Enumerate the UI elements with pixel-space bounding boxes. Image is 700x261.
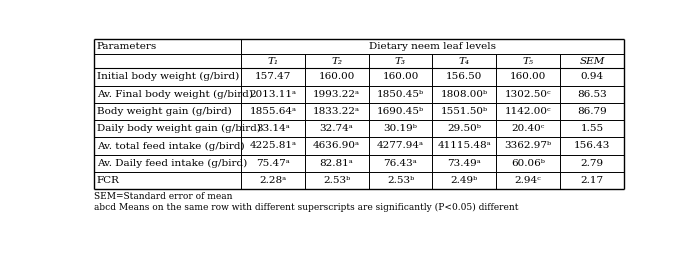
- Text: Av. total feed intake (g/bird): Av. total feed intake (g/bird): [97, 141, 244, 151]
- Text: 86.79: 86.79: [577, 107, 607, 116]
- Text: T₃: T₃: [395, 57, 406, 66]
- Text: FCR: FCR: [97, 176, 120, 185]
- Text: 0.94: 0.94: [580, 72, 603, 81]
- Text: 1855.64ᵃ: 1855.64ᵃ: [249, 107, 296, 116]
- Text: Av. Daily feed intake (g/bird): Av. Daily feed intake (g/bird): [97, 159, 247, 168]
- Text: Av. Final body weight (g/bird): Av. Final body weight (g/bird): [97, 90, 253, 99]
- Text: 20.40ᶜ: 20.40ᶜ: [512, 124, 545, 133]
- Text: SEM=Standard error of mean: SEM=Standard error of mean: [94, 192, 232, 201]
- Text: T₄: T₄: [458, 57, 470, 66]
- Text: 156.43: 156.43: [574, 141, 610, 151]
- Text: 76.43ᵃ: 76.43ᵃ: [384, 159, 417, 168]
- Text: 29.50ᵇ: 29.50ᵇ: [447, 124, 481, 133]
- Text: 4277.94ᵃ: 4277.94ᵃ: [377, 141, 424, 151]
- Text: SEM: SEM: [579, 57, 605, 66]
- Text: 86.53: 86.53: [577, 90, 607, 99]
- Text: 2.49ᵇ: 2.49ᵇ: [451, 176, 478, 185]
- Text: 2013.11ᵃ: 2013.11ᵃ: [249, 90, 296, 99]
- Text: 41115.48ᵃ: 41115.48ᵃ: [438, 141, 491, 151]
- Text: 160.00: 160.00: [318, 72, 355, 81]
- Text: T₂: T₂: [331, 57, 342, 66]
- Text: 75.47ᵃ: 75.47ᵃ: [256, 159, 290, 168]
- Text: 1302.50ᶜ: 1302.50ᶜ: [505, 90, 552, 99]
- Text: Parameters: Parameters: [97, 42, 157, 51]
- Text: 1551.50ᵇ: 1551.50ᵇ: [441, 107, 488, 116]
- Text: T₅: T₅: [523, 57, 533, 66]
- Text: 1808.00ᵇ: 1808.00ᵇ: [441, 90, 488, 99]
- Text: 73.49ᵃ: 73.49ᵃ: [447, 159, 481, 168]
- Text: 160.00: 160.00: [382, 72, 419, 81]
- Text: 1.55: 1.55: [580, 124, 603, 133]
- Text: T₁: T₁: [267, 57, 279, 66]
- Text: abcd Means on the same row with different superscripts are significantly (P<0.05: abcd Means on the same row with differen…: [94, 203, 518, 212]
- Text: 60.06ᵇ: 60.06ᵇ: [511, 159, 545, 168]
- Text: 2.17: 2.17: [580, 176, 603, 185]
- Text: Initial body weight (g/bird): Initial body weight (g/bird): [97, 72, 239, 81]
- Text: 1142.00ᶜ: 1142.00ᶜ: [505, 107, 552, 116]
- Text: Daily body weight gain (g/bird): Daily body weight gain (g/bird): [97, 124, 261, 133]
- Text: 4636.90ᵃ: 4636.90ᵃ: [313, 141, 361, 151]
- Text: 160.00: 160.00: [510, 72, 546, 81]
- Text: 33.14ᵃ: 33.14ᵃ: [256, 124, 290, 133]
- Text: 2.94ᶜ: 2.94ᶜ: [514, 176, 542, 185]
- Text: 3362.97ᵇ: 3362.97ᵇ: [505, 141, 552, 151]
- Text: 2.53ᵇ: 2.53ᵇ: [387, 176, 414, 185]
- Text: 156.50: 156.50: [446, 72, 482, 81]
- Text: Body weight gain (g/bird): Body weight gain (g/bird): [97, 107, 232, 116]
- Text: 32.74ᵃ: 32.74ᵃ: [320, 124, 354, 133]
- Text: 2.53ᵇ: 2.53ᵇ: [323, 176, 350, 185]
- Text: 157.47: 157.47: [255, 72, 291, 81]
- Text: 2.28ᵃ: 2.28ᵃ: [259, 176, 286, 185]
- Text: 2.79: 2.79: [580, 159, 603, 168]
- Text: 1690.45ᵇ: 1690.45ᵇ: [377, 107, 424, 116]
- Text: 1850.45ᵇ: 1850.45ᵇ: [377, 90, 424, 99]
- Text: 30.19ᵇ: 30.19ᵇ: [384, 124, 417, 133]
- Text: 82.81ᵃ: 82.81ᵃ: [320, 159, 354, 168]
- Text: 1993.22ᵃ: 1993.22ᵃ: [313, 90, 361, 99]
- Text: Dietary neem leaf levels: Dietary neem leaf levels: [369, 42, 496, 51]
- Text: 1833.22ᵃ: 1833.22ᵃ: [313, 107, 361, 116]
- Text: 4225.81ᵃ: 4225.81ᵃ: [249, 141, 296, 151]
